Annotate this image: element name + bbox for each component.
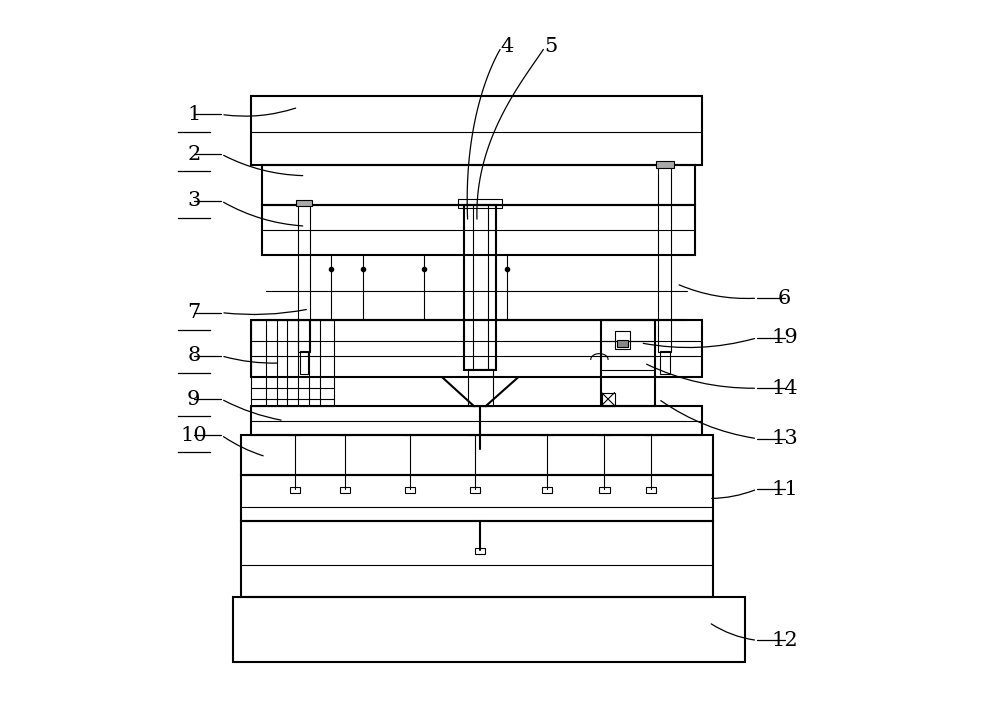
Bar (464, 205, 496, 370)
Text: 1: 1 (187, 105, 200, 124)
Bar (241, 521, 713, 597)
Bar (290, 487, 300, 493)
Text: 19: 19 (771, 328, 798, 347)
Text: 10: 10 (180, 425, 207, 444)
Bar (599, 487, 610, 493)
Text: 14: 14 (771, 379, 798, 398)
Text: 13: 13 (771, 429, 798, 448)
Bar (251, 97, 702, 165)
Text: 8: 8 (187, 346, 200, 365)
Text: 9: 9 (187, 390, 200, 409)
Text: 11: 11 (771, 480, 798, 499)
Bar (298, 205, 310, 352)
Bar (617, 340, 628, 347)
Text: 3: 3 (187, 192, 200, 211)
Bar (241, 475, 713, 521)
Bar (233, 597, 745, 662)
Text: 2: 2 (187, 144, 200, 163)
Bar (262, 205, 695, 255)
Bar (475, 548, 485, 554)
Bar (251, 319, 334, 407)
Bar (251, 407, 702, 435)
Bar (300, 351, 308, 374)
Bar (470, 487, 480, 493)
Text: 5: 5 (544, 36, 557, 55)
Bar (468, 369, 493, 407)
Bar (262, 165, 695, 205)
Bar (251, 319, 702, 378)
Bar (340, 487, 350, 493)
Bar (658, 165, 671, 352)
Text: 7: 7 (187, 303, 200, 322)
Bar (656, 161, 674, 168)
Bar (458, 200, 502, 208)
Bar (646, 487, 656, 493)
Bar (615, 330, 630, 348)
Bar (660, 351, 670, 374)
Bar (296, 200, 312, 206)
Text: 6: 6 (778, 289, 791, 308)
Bar (405, 487, 415, 493)
Bar (542, 487, 552, 493)
Text: 12: 12 (771, 631, 798, 650)
Bar (601, 319, 655, 407)
Text: 4: 4 (501, 36, 514, 55)
Bar (602, 393, 615, 406)
Bar (241, 435, 713, 475)
